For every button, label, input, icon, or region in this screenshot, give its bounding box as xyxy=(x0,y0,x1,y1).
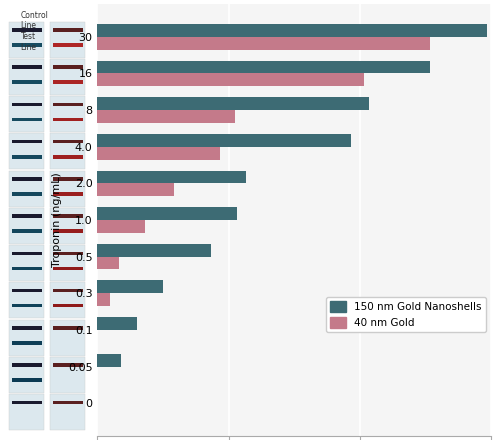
Bar xyxy=(12,252,42,255)
Bar xyxy=(12,326,42,330)
Bar xyxy=(53,103,83,106)
Bar xyxy=(51,133,85,169)
Bar xyxy=(97,207,237,220)
Bar xyxy=(97,171,246,183)
Bar xyxy=(12,140,42,143)
Bar xyxy=(9,171,44,206)
Bar xyxy=(51,208,85,244)
Bar xyxy=(97,317,137,330)
Bar xyxy=(12,214,42,218)
Bar xyxy=(12,177,42,181)
Bar xyxy=(51,319,85,356)
Bar xyxy=(97,37,430,50)
Bar xyxy=(12,229,42,233)
Bar xyxy=(53,81,83,84)
Legend: 150 nm Gold Nanoshells, 40 nm Gold: 150 nm Gold Nanoshells, 40 nm Gold xyxy=(326,297,486,333)
Bar xyxy=(97,134,351,147)
Bar xyxy=(12,66,42,69)
Bar xyxy=(12,378,42,382)
Bar xyxy=(97,183,174,196)
Bar xyxy=(97,97,369,110)
Bar xyxy=(51,96,85,132)
Bar xyxy=(53,140,83,143)
Bar xyxy=(97,293,111,306)
Bar xyxy=(12,43,42,47)
Bar xyxy=(9,357,44,393)
Bar xyxy=(97,220,145,233)
Bar xyxy=(53,28,83,32)
Bar xyxy=(97,61,430,73)
Bar xyxy=(53,177,83,181)
Bar xyxy=(9,133,44,169)
Bar xyxy=(53,400,83,404)
Bar xyxy=(12,400,42,404)
Bar xyxy=(97,24,487,37)
Bar xyxy=(12,289,42,293)
Bar xyxy=(97,110,235,123)
Bar xyxy=(51,22,85,58)
Bar xyxy=(12,304,42,308)
Bar xyxy=(9,394,44,430)
Bar xyxy=(51,357,85,393)
Bar xyxy=(12,155,42,158)
Bar xyxy=(97,147,220,160)
Bar xyxy=(12,103,42,106)
Bar xyxy=(51,394,85,430)
Bar xyxy=(53,192,83,196)
Bar xyxy=(12,267,42,270)
Bar xyxy=(12,117,42,121)
Bar xyxy=(9,22,44,58)
Bar xyxy=(51,245,85,281)
Bar xyxy=(9,208,44,244)
Bar xyxy=(9,59,44,95)
Bar xyxy=(9,245,44,281)
Bar xyxy=(51,171,85,206)
Bar xyxy=(53,117,83,121)
Bar xyxy=(53,252,83,255)
Bar xyxy=(97,280,163,293)
Text: Control
Line: Control Line xyxy=(21,11,49,30)
Bar xyxy=(53,43,83,47)
Bar xyxy=(12,81,42,84)
Text: Test
Line: Test Line xyxy=(21,33,37,52)
Bar xyxy=(97,73,364,86)
Bar xyxy=(51,282,85,318)
Bar xyxy=(12,341,42,345)
Bar xyxy=(53,155,83,158)
Bar xyxy=(12,363,42,367)
Bar xyxy=(9,96,44,132)
Bar xyxy=(97,354,122,367)
Bar xyxy=(53,66,83,69)
Bar xyxy=(12,192,42,196)
Bar xyxy=(51,59,85,95)
Bar xyxy=(53,229,83,233)
Bar xyxy=(53,289,83,293)
Bar xyxy=(53,214,83,218)
Bar xyxy=(9,319,44,356)
Bar xyxy=(53,363,83,367)
Bar xyxy=(12,28,42,32)
Bar xyxy=(97,244,211,257)
Bar xyxy=(53,326,83,330)
Bar xyxy=(53,267,83,270)
Bar xyxy=(53,304,83,308)
Bar xyxy=(9,282,44,318)
Bar xyxy=(97,257,119,269)
Y-axis label: Troponin (ng/mL): Troponin (ng/mL) xyxy=(52,172,62,268)
